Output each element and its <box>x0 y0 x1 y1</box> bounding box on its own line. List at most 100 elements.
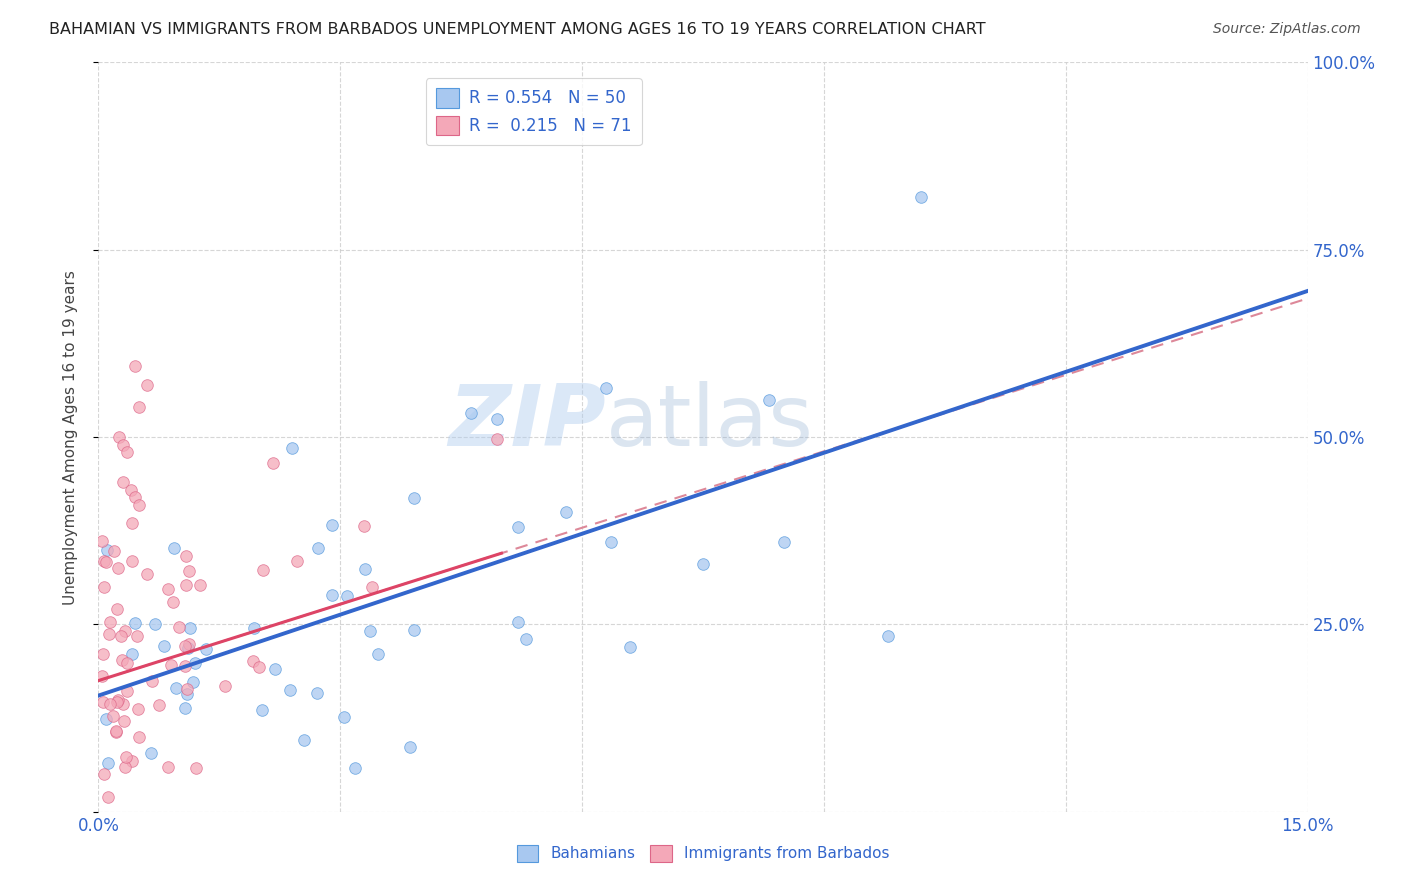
Point <box>404 491 426 505</box>
Point <box>292 733 315 747</box>
Point <box>111 437 134 451</box>
Point <box>96 542 118 557</box>
Legend: Bahamians, Immigrants from Barbados: Bahamians, Immigrants from Barbados <box>510 838 896 868</box>
Point <box>96 712 118 726</box>
Point <box>121 647 143 661</box>
Point <box>173 639 195 653</box>
Point <box>402 623 425 637</box>
Point <box>195 641 218 656</box>
Point <box>103 544 125 558</box>
Point <box>177 564 200 578</box>
Point <box>148 698 170 712</box>
Point <box>692 558 714 572</box>
Point <box>176 681 198 696</box>
Point <box>595 381 617 395</box>
Point <box>128 498 150 512</box>
Point <box>243 621 266 635</box>
Text: BAHAMIAN VS IMMIGRANTS FROM BARBADOS UNEMPLOYMENT AMONG AGES 16 TO 19 YEARS CORR: BAHAMIAN VS IMMIGRANTS FROM BARBADOS UNE… <box>49 22 986 37</box>
Point <box>135 377 157 392</box>
Point <box>307 541 329 555</box>
Point <box>128 731 150 745</box>
Point <box>214 679 236 693</box>
Point <box>600 534 623 549</box>
Point <box>96 555 118 569</box>
Point <box>98 615 121 629</box>
Point <box>877 629 900 643</box>
Point <box>506 520 529 534</box>
Point <box>486 412 509 426</box>
Point <box>555 505 578 519</box>
Point <box>141 673 163 688</box>
Point <box>153 639 176 653</box>
Point <box>162 595 184 609</box>
Point <box>160 657 183 672</box>
Point <box>508 615 530 629</box>
Legend: R = 0.554   N = 50, R =  0.215   N = 71: R = 0.554 N = 50, R = 0.215 N = 71 <box>426 78 641 145</box>
Point <box>305 686 328 700</box>
Point <box>91 669 114 683</box>
Point <box>177 637 200 651</box>
Point <box>184 761 207 775</box>
Point <box>114 750 136 764</box>
Point <box>174 659 197 673</box>
Point <box>156 760 179 774</box>
Point <box>120 483 142 497</box>
Point <box>111 475 134 489</box>
Text: Source: ZipAtlas.com: Source: ZipAtlas.com <box>1213 22 1361 37</box>
Point <box>121 754 143 768</box>
Point <box>157 582 180 596</box>
Point <box>515 632 537 646</box>
Point <box>93 554 115 568</box>
Point <box>107 430 129 444</box>
Point <box>124 359 146 373</box>
Point <box>263 662 285 676</box>
Point <box>278 683 301 698</box>
Point <box>619 640 641 654</box>
Point <box>121 554 143 568</box>
Text: atlas: atlas <box>606 381 814 464</box>
Point <box>127 628 149 642</box>
Point <box>247 660 270 674</box>
Point <box>252 703 274 717</box>
Point <box>321 589 343 603</box>
Point <box>758 392 780 407</box>
Point <box>183 675 205 690</box>
Point <box>486 432 509 446</box>
Point <box>114 760 136 774</box>
Point <box>360 580 382 594</box>
Point <box>252 563 274 577</box>
Point <box>91 534 114 549</box>
Point <box>104 725 127 739</box>
Point <box>127 701 149 715</box>
Point <box>141 746 163 760</box>
Point <box>165 681 187 695</box>
Point <box>105 601 128 615</box>
Point <box>124 616 146 631</box>
Point <box>177 641 200 656</box>
Point <box>91 647 114 661</box>
Point <box>176 687 198 701</box>
Point <box>173 701 195 715</box>
Point <box>128 400 150 414</box>
Point <box>262 456 284 470</box>
Point <box>121 516 143 530</box>
Point <box>910 190 932 204</box>
Point <box>111 652 134 666</box>
Point <box>114 624 136 638</box>
Point <box>98 697 121 711</box>
Point <box>399 739 422 754</box>
Point <box>91 695 114 709</box>
Y-axis label: Unemployment Among Ages 16 to 19 years: Unemployment Among Ages 16 to 19 years <box>63 269 77 605</box>
Point <box>93 767 115 781</box>
Point <box>97 789 120 804</box>
Point <box>460 405 482 419</box>
Point <box>110 629 132 643</box>
Point <box>176 577 198 591</box>
Point <box>115 657 138 671</box>
Point <box>115 445 138 459</box>
Point <box>174 549 197 563</box>
Point <box>93 580 115 594</box>
Point <box>281 442 304 456</box>
Point <box>321 518 343 533</box>
Text: ZIP: ZIP <box>449 381 606 464</box>
